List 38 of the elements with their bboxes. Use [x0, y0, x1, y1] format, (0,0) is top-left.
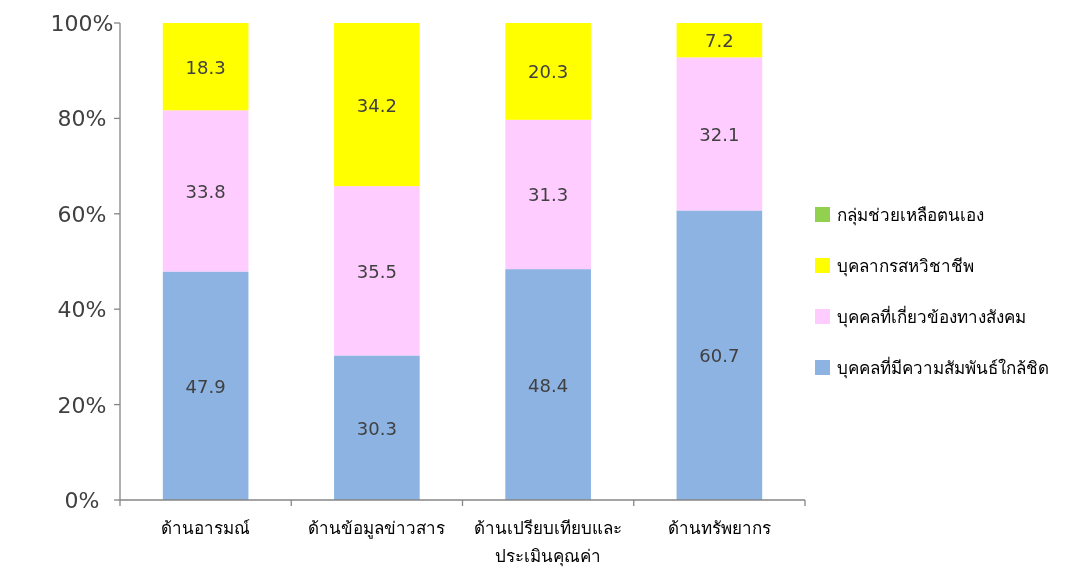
y-tick-label: 20%	[57, 392, 107, 418]
legend-label: กลุ่มช่วยเหลือตนเอง	[837, 205, 984, 226]
x-tick-label: ด้านเปรียบเทียบและ ประเมินคุณค่า	[474, 518, 623, 567]
bar	[676, 23, 763, 58]
bar	[334, 186, 420, 356]
y-tick-label: 80%	[57, 106, 107, 132]
bar	[334, 355, 420, 500]
y-tick-label: 60%	[57, 201, 107, 227]
bar	[505, 23, 591, 120]
bar	[505, 269, 591, 500]
legend-label: บุคคลที่มีความสัมพันธ์ใกล้ชิด	[837, 356, 1049, 379]
bar	[505, 119, 591, 270]
x-tick-label: ด้านอารมณ์	[161, 518, 251, 538]
bar	[676, 57, 763, 211]
y-tick-label: 0%	[64, 488, 100, 513]
data-label: 18.3	[185, 56, 226, 78]
bar	[334, 23, 420, 187]
data-label: 35.5	[356, 260, 397, 282]
x-tick-label: ด้านทรัพยากร	[667, 518, 771, 538]
bar	[162, 271, 249, 500]
bar	[162, 110, 249, 272]
data-label: 60.7	[699, 345, 740, 367]
data-label: 32.1	[699, 123, 740, 145]
bar	[162, 23, 249, 111]
data-label: 48.4	[528, 374, 569, 396]
data-label: 7.2	[705, 30, 734, 52]
y-tick-label: 100%	[50, 11, 114, 36]
bar	[676, 210, 763, 500]
data-label: 47.9	[185, 375, 226, 397]
data-label: 30.3	[356, 417, 397, 439]
legend-label: บุคคลที่เกี่ยวข้องทางสังคม	[837, 305, 1026, 328]
x-tick-label: ด้านข้อมูลข่าวสาร	[308, 518, 446, 539]
data-label: 33.8	[185, 180, 226, 202]
y-tick-label: 40%	[57, 297, 107, 323]
data-label: 31.3	[528, 184, 569, 206]
data-label: 34.2	[356, 94, 397, 116]
data-label: 20.3	[528, 61, 569, 83]
legend-label: บุคลากรสหวิชาชีพ	[837, 256, 974, 277]
